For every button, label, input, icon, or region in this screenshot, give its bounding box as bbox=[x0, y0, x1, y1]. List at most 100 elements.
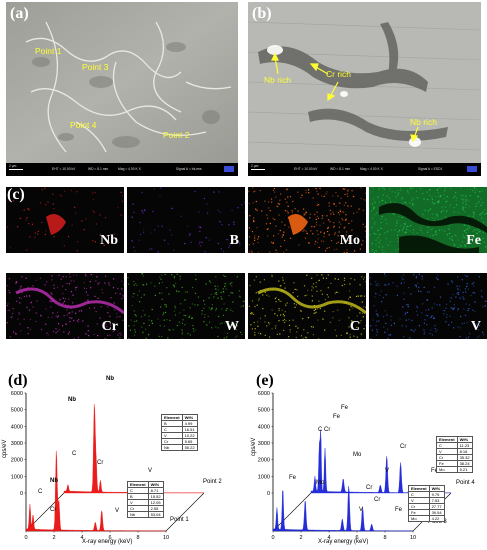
element-symbol-label: Nb bbox=[100, 233, 118, 248]
peak-label-mo: Mo bbox=[316, 480, 325, 486]
cr-rich-label: Cr rich bbox=[326, 69, 352, 79]
peak-label-fe: Fe bbox=[341, 405, 349, 411]
eds-spectrum-e: (e) 0 1000 2000 3000 4000 5000 6000 0 2 4 6 8 10 cps… bbox=[243, 368, 487, 550]
scale-bar bbox=[251, 169, 265, 170]
composition-table-point-2: Element Wt% B 4.99 C 16.51 V 10.22 Cr 5.65 Nb… bbox=[161, 414, 198, 451]
eht-readout: EHT = 10.00 kV bbox=[294, 167, 318, 171]
element-map-v: V bbox=[369, 273, 487, 339]
signal-readout: Signal A = InLens bbox=[176, 167, 202, 171]
peak-label-fe: Fe bbox=[333, 414, 341, 420]
y-tick-label: 4000 bbox=[11, 424, 23, 430]
x-tick-label: 6 bbox=[108, 535, 111, 541]
sem-image-a: (a) Point 1 Point 3 Point 4 Point 2 2 μm… bbox=[6, 2, 238, 176]
element-map-w: W bbox=[127, 273, 245, 339]
table-row: Mo 5.21 bbox=[436, 466, 473, 473]
panel-label-c: (c) bbox=[7, 186, 25, 203]
peak-label-cr: Cr bbox=[374, 497, 381, 503]
panel-label-e: (e) bbox=[256, 372, 274, 389]
peak-label-v: V bbox=[359, 507, 364, 513]
y-tick-label: 2000 bbox=[11, 458, 23, 464]
table-header: Element bbox=[161, 414, 183, 421]
point-label-4: Point 4 bbox=[70, 120, 97, 130]
peak-label-c: C bbox=[72, 451, 77, 457]
x-tick-label: 10 bbox=[163, 535, 169, 541]
wd-readout: WD = 8.1 mm bbox=[88, 167, 109, 171]
y-tick-label: 3000 bbox=[258, 441, 270, 447]
y-tick-label: 4000 bbox=[258, 424, 270, 430]
series-label-point-3: Point 3 bbox=[428, 519, 447, 525]
y-tick-label: 0 bbox=[20, 491, 23, 497]
point-label-3: Point 3 bbox=[82, 62, 109, 72]
y-tick-label: 3000 bbox=[11, 441, 23, 447]
peak-label-cr: Cr bbox=[50, 507, 57, 513]
peak-label-c: C bbox=[38, 489, 43, 495]
x-tick-label: 2 bbox=[52, 535, 55, 541]
spectrum-plot-e: 0 1000 2000 3000 4000 5000 6000 0 2 4 6 8 10 bbox=[258, 391, 452, 541]
y-tick-label: 6000 bbox=[258, 391, 270, 397]
y-axis-label: cps/eV bbox=[2, 439, 8, 458]
x-tick-label: 6 bbox=[355, 535, 358, 541]
element-symbol-label: V bbox=[470, 319, 481, 334]
panel-label-a: (a) bbox=[10, 5, 29, 22]
peak-label-fe: Fe bbox=[395, 507, 403, 513]
signal-readout: Signal A = ESD1 bbox=[418, 167, 443, 171]
y-tick-label: 0 bbox=[267, 491, 270, 497]
panel-label-b: (b) bbox=[252, 5, 272, 22]
spectrum-series-front bbox=[25, 450, 167, 532]
y-tick-label: 1000 bbox=[258, 474, 270, 480]
eht-readout: EHT = 10.00 kV bbox=[52, 167, 76, 171]
series-label-point-2: Point 2 bbox=[203, 479, 222, 485]
sem-texture-a bbox=[6, 2, 238, 163]
y-tick-label: 6000 bbox=[11, 391, 23, 397]
mag-readout: Mag = 4.00 K X bbox=[118, 167, 141, 171]
element-symbol-label: Fe bbox=[466, 233, 481, 248]
x-tick-label: 4 bbox=[327, 535, 330, 541]
element-symbol-label: W bbox=[225, 319, 239, 334]
scale-bar-label: 2 μm bbox=[9, 164, 17, 168]
nb-rich-label-2: Nb rich bbox=[410, 117, 437, 127]
peak-label-fe: Fe bbox=[289, 475, 297, 481]
y-tick-label: 1000 bbox=[11, 474, 23, 480]
peak-label-v: V bbox=[385, 468, 390, 474]
peak-label-cr: Cr bbox=[97, 460, 104, 466]
eds-element-maps: Nb B Mo Fe Cr W C V bbox=[0, 183, 487, 339]
y-tick-label: 5000 bbox=[11, 408, 23, 414]
panel-label-d: (d) bbox=[8, 372, 28, 389]
mag-readout: Mag = 4.00 K X bbox=[360, 167, 383, 171]
x-tick-label: 2 bbox=[299, 535, 302, 541]
wd-readout: WD = 8.1 mm bbox=[330, 167, 351, 171]
point-label-2: Point 2 bbox=[163, 130, 190, 140]
element-symbol-label: B bbox=[229, 233, 239, 248]
peak-label-fe: Fe bbox=[431, 468, 439, 474]
peak-label-nb: Nb bbox=[68, 397, 76, 403]
x-tick-label: 0 bbox=[24, 535, 27, 541]
element-map-cr: Cr bbox=[6, 273, 124, 339]
x-tick-label: 8 bbox=[383, 535, 386, 541]
sem-info-bar-a: 2 μm EHT = 10.00 kV WD = 8.1 mm Mag = 4.… bbox=[6, 163, 238, 176]
series-label-point-4: Point 4 bbox=[456, 480, 475, 486]
peak-label-nb: Nb bbox=[106, 376, 114, 382]
element-map-fe: Fe bbox=[369, 187, 487, 253]
series-label-point-1: Point 1 bbox=[170, 517, 189, 523]
nb-rich-label-1: Nb rich bbox=[264, 75, 291, 85]
element-map-nb: Nb bbox=[6, 187, 124, 253]
table-header: Element bbox=[436, 436, 458, 443]
element-symbol-label: Cr bbox=[101, 319, 118, 334]
element-map-c: C bbox=[248, 273, 366, 339]
element-map-mo: Mo bbox=[248, 187, 366, 253]
eds-spectrum-d: (d) 0 1000 2000 3000 4000 5000 6000 0 2 4 6 8 10 cps… bbox=[0, 368, 243, 550]
zeiss-logo bbox=[224, 166, 234, 172]
element-symbol-label: C bbox=[349, 319, 360, 334]
table-header: Element bbox=[408, 485, 430, 492]
y-tick-label: 2000 bbox=[258, 458, 270, 464]
composition-table-point-4: Element Wt% C 11.23 V 8.16 Cr 35.32 Fe 38.24 … bbox=[436, 436, 473, 473]
element-symbol-label: Mo bbox=[339, 233, 360, 248]
x-tick-label: 4 bbox=[80, 535, 83, 541]
sem-image-b: (b) Nb rich Cr rich Nb rich 2 μm EHT = 1… bbox=[248, 2, 481, 176]
annotation-arrows-b bbox=[271, 52, 419, 143]
x-axis-label: X-ray energy (keV) bbox=[318, 539, 369, 545]
peak-label-cr: Cr bbox=[400, 444, 407, 450]
table-row: Mo 4.22 bbox=[408, 515, 445, 522]
peak-label-v: V bbox=[115, 508, 120, 514]
peak-label-cr: Cr bbox=[324, 427, 331, 433]
